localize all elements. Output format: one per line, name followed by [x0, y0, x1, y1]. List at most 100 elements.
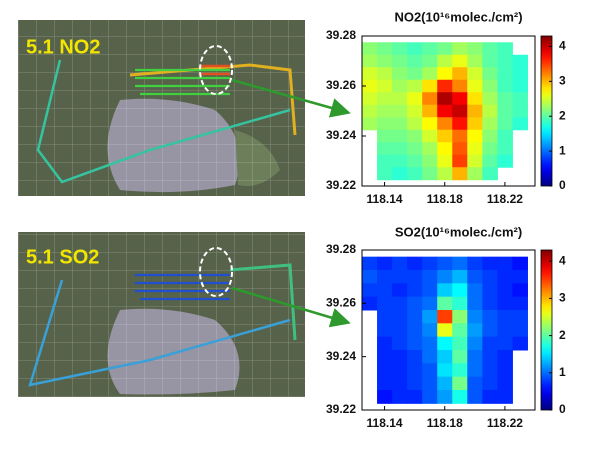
heatmap-cell	[482, 117, 498, 131]
heatmap-cell	[422, 54, 438, 68]
map-label: 5.1 SO2	[26, 246, 99, 268]
heatmap-cell	[467, 67, 483, 81]
x-tick-label: 118.18	[427, 416, 463, 430]
heatmap-cell	[422, 92, 438, 106]
heatmap-cell	[467, 283, 483, 298]
heatmap-cell	[407, 104, 423, 118]
heatmap-cell	[497, 270, 513, 284]
heatmap-cell	[467, 154, 483, 168]
heatmap-cell	[512, 323, 528, 338]
y-tick-label: 39.28	[326, 28, 356, 42]
heatmap-cell	[437, 42, 453, 56]
colorbar-tick-label: 4	[559, 253, 566, 267]
heatmap-cell	[377, 142, 393, 156]
heatmap-cell	[437, 376, 453, 391]
heatmap-cell	[422, 142, 438, 156]
heatmap-cell	[482, 167, 498, 181]
heatmap-cell	[467, 323, 483, 338]
heatmap-cell	[467, 390, 483, 404]
y-tick-label: 39.28	[326, 242, 356, 256]
heatmap-cell	[362, 67, 378, 81]
heatmap-cell	[452, 256, 468, 271]
heatmap-cell	[482, 256, 498, 271]
heatmap-cell	[482, 310, 498, 324]
heatmap-cell	[407, 54, 423, 68]
heatmap-cell	[377, 336, 393, 351]
heatmap-cell	[377, 390, 393, 404]
heatmap-cell	[452, 117, 468, 131]
heatmap-cell	[497, 296, 513, 311]
heatmap-cell	[452, 142, 468, 156]
heatmap-cell	[377, 283, 393, 298]
colorbar-tick-label: 4	[559, 39, 566, 53]
heatmap-cell	[407, 296, 423, 311]
heatmap-cell	[482, 283, 498, 298]
map-label: 5.1 NO2	[26, 36, 100, 58]
heatmap-cell	[392, 129, 408, 143]
heatmap-cell	[482, 142, 498, 156]
heatmap-cell	[512, 310, 528, 324]
heatmap-cell	[497, 310, 513, 324]
heatmap-cell	[407, 117, 423, 131]
heatmap-cell	[392, 256, 408, 271]
heatmap-cell	[392, 167, 408, 181]
heatmap-cell	[407, 154, 423, 168]
heatmap-cell	[377, 167, 393, 181]
heatmap-cell	[377, 323, 393, 338]
heatmap-cell	[452, 270, 468, 284]
heatmap-cell	[482, 270, 498, 284]
y-tick-label: 39.26	[326, 296, 356, 310]
heatmap-cell	[422, 283, 438, 298]
heatmap-cell	[512, 117, 528, 131]
heatmap-cell	[392, 350, 408, 364]
heatmap-cell	[467, 363, 483, 378]
colorbar-tick-label: 2	[559, 328, 566, 342]
y-tick-label: 39.22	[326, 402, 356, 416]
heatmap-cell	[422, 167, 438, 181]
x-tick-label: 118.22	[487, 416, 523, 430]
heatmap-cell	[467, 350, 483, 364]
heatmap-cell	[452, 129, 468, 143]
y-tick-label: 39.26	[326, 78, 356, 92]
heatmap-cell	[407, 336, 423, 351]
chart-title: SO2(10¹⁶molec./cm²)	[395, 224, 522, 239]
heatmap-cell	[377, 129, 393, 143]
heatmap-cell	[452, 310, 468, 324]
heatmap-cell	[377, 79, 393, 93]
heatmap-cell	[452, 54, 468, 68]
heatmap-cell	[452, 167, 468, 181]
heatmap-cell	[392, 363, 408, 378]
x-tick-label: 118.22	[487, 192, 523, 206]
heatmap-cell	[467, 296, 483, 311]
heatmap-cell	[377, 154, 393, 168]
heatmap-cell	[452, 42, 468, 56]
heatmap-cell	[407, 256, 423, 271]
colorbar-tick-label: 3	[559, 291, 566, 305]
heatmap-cell	[437, 283, 453, 298]
x-tick-label: 118.14	[367, 192, 403, 206]
heatmap-cell	[437, 129, 453, 143]
heatmap-cell	[482, 67, 498, 81]
heatmap-cell	[497, 336, 513, 351]
heatmap-cell	[497, 350, 513, 364]
heatmap-cell	[377, 67, 393, 81]
heatmap-cell	[437, 296, 453, 311]
heatmap-cell	[437, 67, 453, 81]
colorbar	[540, 35, 553, 187]
heatmap-cell	[362, 42, 378, 56]
heatmap-cell	[512, 104, 528, 118]
heatmap-cell	[392, 296, 408, 311]
heatmap-cell	[497, 54, 513, 68]
heatmap-cell	[482, 390, 498, 404]
plot-frame	[361, 35, 536, 187]
heatmap-cell	[437, 310, 453, 324]
heatmap-cell	[407, 167, 423, 181]
heatmap-cell	[422, 117, 438, 131]
heatmap-cell	[392, 54, 408, 68]
heatmap-cell	[377, 363, 393, 378]
heatmap-cell	[467, 310, 483, 324]
heatmap-cell	[452, 350, 468, 364]
heatmap-cell	[467, 256, 483, 271]
heatmap-cell	[437, 79, 453, 93]
heatmap-cell	[512, 256, 528, 271]
